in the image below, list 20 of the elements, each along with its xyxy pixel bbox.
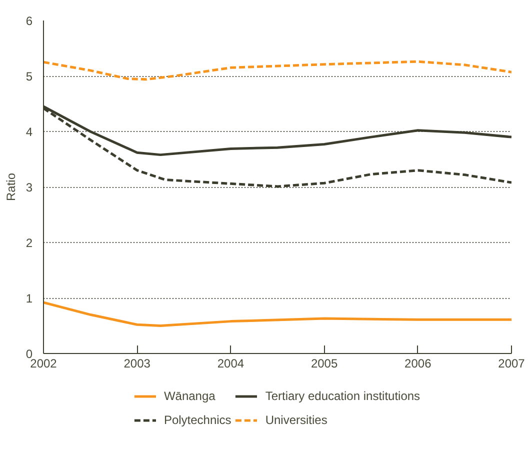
y-tick-label: 5 [26,70,33,84]
x-tick-label: 2003 [124,356,151,370]
line-series [44,60,512,81]
y-tick-label: 4 [26,125,33,139]
x-tick-label: 2006 [404,356,432,370]
y-axis-title: Ratio [4,172,18,202]
x-tick-label: 2005 [310,356,338,370]
y-tick-label: 6 [26,14,33,28]
y-tick-label: 1 [26,292,33,306]
x-tick-label: 2007 [498,356,526,370]
x-tick-label: 2002 [30,356,58,370]
y-tick-label: 3 [26,180,33,194]
y-tick-label: 0 [26,347,33,361]
y-tick-label: 2 [26,236,33,250]
x-tick-label: 2004 [217,356,244,370]
legend-label: Polytechnics [164,412,232,426]
legend-label: Universities [265,412,328,426]
legend-label: Wānanga [164,388,216,402]
line-series [44,301,512,327]
legend-label: Tertiary education institutions [265,388,420,402]
